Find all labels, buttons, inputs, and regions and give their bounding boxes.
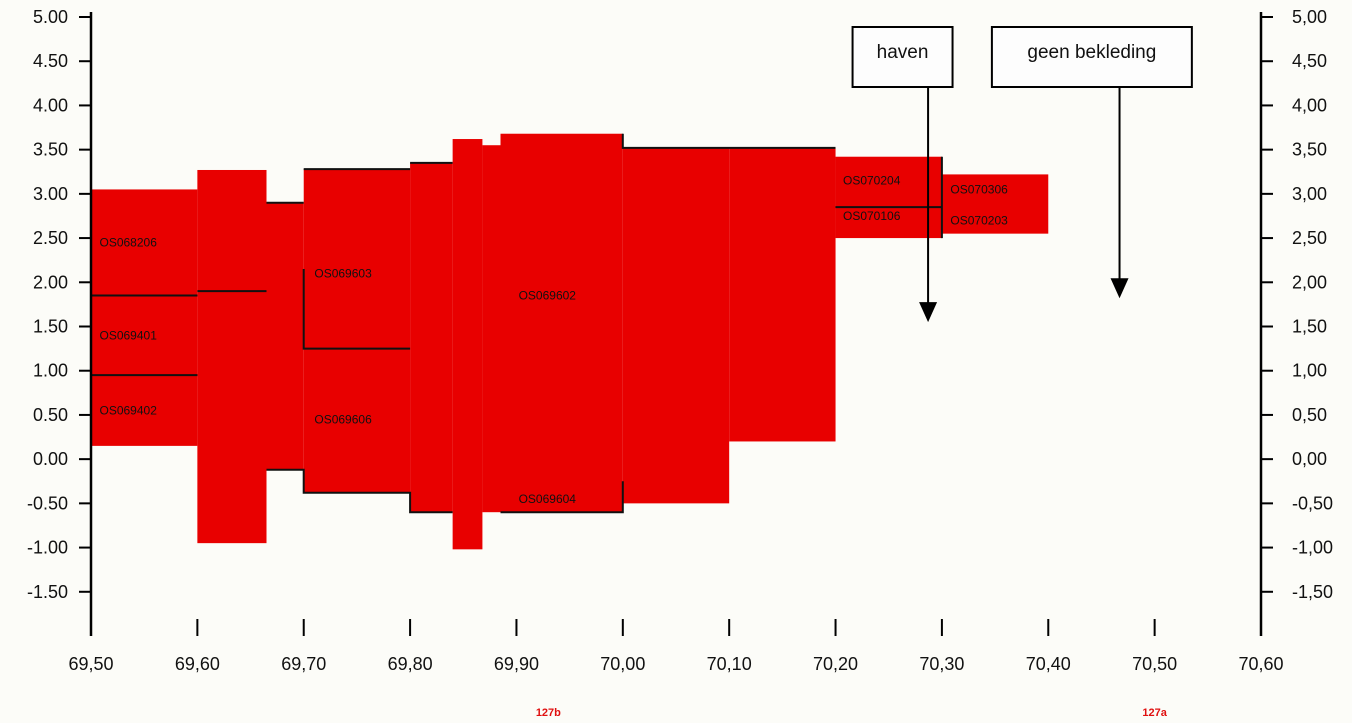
annotation-0: haven <box>851 26 954 323</box>
section-markers: 127b 127a <box>536 707 1168 719</box>
left-y-ticks: 5.00 4.50 4.00 3.50 3.00 2.50 2.00 1.50 1.00 0.50… <box>27 7 91 602</box>
y-tick-label-left: -0.50 <box>27 493 68 513</box>
y-tick-label-right: 1,00 <box>1292 361 1327 381</box>
area-block-11 <box>941 174 1049 234</box>
boundary-line-7 <box>621 133 836 149</box>
segment-label: OS069602 <box>519 289 577 303</box>
y-tick-label-right: 3,00 <box>1292 184 1327 204</box>
y-tick-label-left: 3.50 <box>33 140 68 160</box>
y-tick-label-right: 2,50 <box>1292 228 1327 248</box>
segment-label: OS069603 <box>314 266 372 280</box>
annotation-arrow-head <box>1110 278 1129 299</box>
segment-label: OS069402 <box>100 404 158 418</box>
y-tick-label-left: 1.50 <box>33 317 68 337</box>
y-tick-label-right: 0,50 <box>1292 405 1327 425</box>
area-block-0 <box>91 189 198 446</box>
section-marker: 127a <box>1142 707 1167 719</box>
annotation-1: geen bekleding <box>990 26 1193 299</box>
segment-label: OS069604 <box>519 492 577 506</box>
segment-label: OS069401 <box>100 328 158 342</box>
y-tick-label-right: -1,00 <box>1292 538 1333 558</box>
annotation-arrow-head <box>919 302 938 323</box>
annotation-label: geen bekleding <box>1027 42 1156 63</box>
y-tick-label-right: 0,00 <box>1292 449 1327 469</box>
annotation-label: haven <box>877 42 929 63</box>
axes <box>89 12 1263 636</box>
segment-label: OS070203 <box>950 213 1008 227</box>
y-tick-label-left: 0.50 <box>33 405 68 425</box>
boundary-line-4 <box>302 269 411 350</box>
y-tick-label-left: 5.00 <box>33 7 68 27</box>
y-tick-label-right: 4,50 <box>1292 51 1327 71</box>
y-tick-label-right: 3,50 <box>1292 140 1327 160</box>
right-y-ticks: 5,00 4,50 4,00 3,50 3,00 2,50 2,00 1,50 1,00 0,50… <box>1261 7 1333 602</box>
area-block-6 <box>482 145 501 513</box>
y-tick-label-left: -1.50 <box>27 582 68 602</box>
annotation-box <box>990 26 1193 88</box>
x-tick-label: 69,50 <box>68 654 113 674</box>
area-block-7 <box>500 133 623 513</box>
annotation-box <box>851 26 954 88</box>
y-tick-label-left: 2.00 <box>33 272 68 292</box>
y-tick-label-right: -1,50 <box>1292 582 1333 602</box>
x-tick-label: 70,50 <box>1132 654 1177 674</box>
area-block-4 <box>410 162 453 513</box>
x-tick-label: 70,00 <box>600 654 645 674</box>
segment-labels: OS068206 OS069401 OS069402 OS069603 OS069606… <box>100 174 1009 506</box>
annotations: haven geen bekleding <box>851 26 1193 323</box>
y-tick-label-right: 5,00 <box>1292 7 1327 27</box>
segment-label: OS070106 <box>843 209 901 223</box>
y-tick-label-left: 3.00 <box>33 184 68 204</box>
segment-label: OS070204 <box>843 174 901 188</box>
x-tick-label: 70,40 <box>1026 654 1071 674</box>
y-tick-label-left: 1.00 <box>33 361 68 381</box>
segment-label: OS068206 <box>100 235 158 249</box>
x-tick-label: 69,90 <box>494 654 539 674</box>
y-tick-label-left: 0.00 <box>33 449 68 469</box>
x-tick-label: 70,10 <box>707 654 752 674</box>
area-block-8 <box>622 147 730 504</box>
area-block-3 <box>303 169 411 493</box>
x-tick-label: 69,70 <box>281 654 326 674</box>
x-tick-label: 70,60 <box>1238 654 1283 674</box>
red-area-blocks <box>91 133 1049 550</box>
x-axis-ticks: 69,50 69,60 69,70 69,80 69,90 70,00 70,10 70,20… <box>68 619 1284 674</box>
section-marker: 127b <box>536 707 561 719</box>
x-tick-label: 70,20 <box>813 654 858 674</box>
y-tick-label-right: 4,00 <box>1292 95 1327 115</box>
y-tick-label-left: 2.50 <box>33 228 68 248</box>
x-tick-label: 69,80 <box>388 654 433 674</box>
y-tick-label-right: -0,50 <box>1292 493 1333 513</box>
area-block-5 <box>452 139 483 550</box>
area-block-2 <box>266 202 304 470</box>
y-tick-label-right: 2,00 <box>1292 272 1327 292</box>
y-tick-label-left: 4.00 <box>33 95 68 115</box>
boundary-line-8 <box>266 468 453 514</box>
y-tick-label-left: -1.00 <box>27 538 68 558</box>
y-tick-label-left: 4.50 <box>33 51 68 71</box>
area-block-9 <box>729 147 836 442</box>
segment-label: OS070306 <box>950 182 1008 196</box>
area-block-1 <box>197 169 267 544</box>
area-block-10 <box>835 156 942 239</box>
x-tick-label: 69,60 <box>175 654 220 674</box>
boundary-lines <box>91 133 943 514</box>
segment-label: OS069606 <box>314 412 372 426</box>
x-tick-label: 70,30 <box>919 654 964 674</box>
y-tick-label-right: 1,50 <box>1292 317 1327 337</box>
boundary-line-9 <box>500 481 624 514</box>
